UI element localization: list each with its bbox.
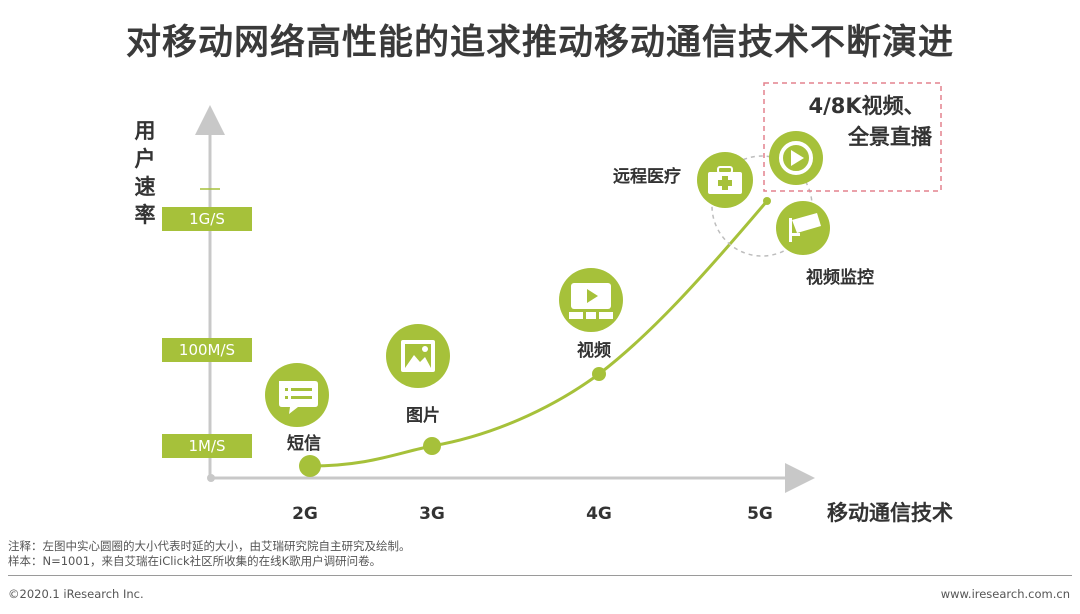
footnote-sample: 样本：N=1001，来自艾瑞在iClick社区所收集的在线K歌用户调研问卷。 xyxy=(8,554,382,568)
x-tick-2g: 2G xyxy=(292,504,318,524)
highlight-box xyxy=(763,82,942,192)
app-telemedicine-label: 远程医疗 xyxy=(613,166,681,187)
svg-text:100M/S: 100M/S xyxy=(179,341,235,359)
app-picture: 图片 xyxy=(386,324,450,426)
app-picture-label: 图片 xyxy=(406,405,440,426)
app-surveillance: 视频监控 xyxy=(776,201,874,288)
chat-message-icon xyxy=(279,381,318,414)
y-tick-1m: 1M/S xyxy=(162,434,252,458)
app-sms: 短信 xyxy=(265,363,329,454)
footer-website: www.iresearch.com.cn xyxy=(940,587,1070,601)
axis-origin xyxy=(207,474,215,482)
svg-text:1G/S: 1G/S xyxy=(189,210,225,228)
footer-divider xyxy=(8,575,1072,576)
medical-kit-icon xyxy=(708,166,742,194)
app-video-label: 视频 xyxy=(577,340,611,361)
x-axis-label: 移动通信技术 xyxy=(827,501,953,525)
data-point-2g xyxy=(299,455,321,477)
picture-icon xyxy=(401,340,435,372)
y-axis-label: 用户速率 xyxy=(135,119,156,227)
x-tick-5g: 5G xyxy=(747,504,773,524)
growth-curve xyxy=(309,200,769,468)
x-tick-4g: 4G xyxy=(586,504,612,524)
footer-copyright: ©2020.1 iResearch Inc. xyxy=(8,587,144,601)
footnotes: 注释：左图中实心圆圈的大小代表时延的大小，由艾瑞研究院自主研究及绘制。 样本：N… xyxy=(8,539,411,569)
data-point-4g xyxy=(592,367,606,381)
app-video: 视频 xyxy=(559,268,623,361)
app-8k-live: 4/8K视频、 全景直播 xyxy=(769,94,933,185)
y-tick-1g: 1G/S xyxy=(162,207,252,231)
data-point-3g xyxy=(423,437,441,455)
play-button-icon xyxy=(779,141,813,175)
page-title: 对移动网络高性能的追求推动移动通信技术不断演进 xyxy=(125,23,954,63)
surveillance-camera-icon xyxy=(789,213,821,242)
data-point-5g xyxy=(763,197,771,205)
app-8k-live-label: 4/8K视频、 全景直播 xyxy=(809,94,933,149)
app-sms-label: 短信 xyxy=(287,433,321,454)
x-tick-3g: 3G xyxy=(419,504,445,524)
y-tick-100m: 100M/S xyxy=(162,338,252,362)
app-telemedicine: 远程医疗 xyxy=(613,152,753,208)
svg-text:1M/S: 1M/S xyxy=(188,437,225,455)
footnote-note: 注释：左图中实心圆圈的大小代表时延的大小，由艾瑞研究院自主研究及绘制。 xyxy=(8,539,411,553)
app-surveillance-label: 视频监控 xyxy=(806,267,874,288)
video-screen-icon xyxy=(569,283,613,319)
